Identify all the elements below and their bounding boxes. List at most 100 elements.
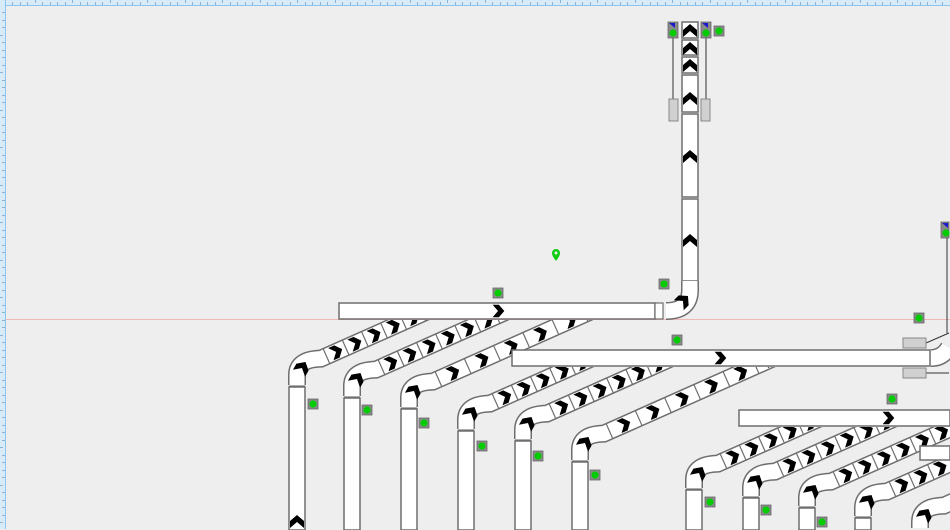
belt-divider	[755, 367, 760, 374]
belt-segment[interactable]	[457, 430, 475, 530]
belt-segment[interactable]	[514, 440, 532, 530]
status-indicator[interactable]	[713, 25, 725, 37]
status-indicator[interactable]	[760, 504, 772, 516]
ruler-tick	[0, 259, 3, 261]
arrow-chevron-shape	[714, 351, 727, 365]
belt-segment[interactable]	[571, 461, 589, 530]
arrow-chevron-icon	[621, 286, 638, 303]
ruler-tick	[747, 0, 748, 3]
status-indicator[interactable]	[307, 398, 319, 410]
ruler-tick	[2, 229, 5, 231]
branch-conveyor[interactable]	[854, 415, 950, 530]
status-indicator[interactable]	[816, 516, 828, 528]
merge-conveyor-b[interactable]	[511, 349, 931, 367]
branch-belt	[288, 320, 430, 385]
ruler-tick	[2, 282, 5, 283]
infeed-conveyor[interactable]	[654, 21, 699, 320]
belt-segment[interactable]	[288, 386, 306, 530]
status-indicator[interactable]	[667, 21, 679, 39]
branch-conveyor[interactable]	[911, 415, 950, 528]
map-pin-icon[interactable]	[552, 249, 560, 261]
arrow-chevron-shape	[894, 478, 909, 494]
ruler-tick	[357, 2, 358, 5]
arrow-chevron-icon	[611, 374, 626, 390]
belt-segment[interactable]	[854, 517, 872, 530]
status-indicator[interactable]	[940, 221, 950, 239]
branch-conveyor[interactable]	[742, 405, 914, 530]
merge-conveyor-a[interactable]	[338, 302, 656, 320]
ruler-tick	[814, 2, 816, 5]
status-indicator[interactable]	[886, 393, 898, 405]
belt-segment[interactable]	[798, 507, 816, 530]
ruler-tick	[2, 207, 5, 208]
branch-conveyor[interactable]	[685, 405, 838, 530]
arrow-chevron-shape	[440, 330, 455, 346]
status-indicator[interactable]	[532, 450, 544, 462]
merge-conveyor-c[interactable]	[738, 409, 950, 427]
belt-divider	[454, 325, 463, 341]
ruler-tick	[897, 0, 898, 3]
belt-segment[interactable]	[343, 397, 361, 530]
belt-divider	[491, 393, 500, 409]
arrow-chevron-icon	[683, 150, 697, 163]
ruler-tick	[27, 2, 28, 5]
ruler-tick	[2, 42, 5, 43]
ruler-tick	[72, 0, 73, 3]
status-indicator[interactable]	[913, 312, 925, 324]
belt-segment[interactable]	[685, 489, 703, 530]
ruler-tick	[424, 2, 426, 5]
arrow-chevron-icon	[461, 406, 478, 422]
belt-segment[interactable]	[400, 408, 418, 530]
arrow-chevron-icon	[714, 351, 727, 365]
ruler-tick	[2, 402, 5, 403]
sensor-cable	[925, 332, 950, 344]
belt-body[interactable]	[738, 409, 950, 427]
status-indicator[interactable]	[589, 469, 601, 481]
branch-conveyor[interactable]	[457, 345, 610, 530]
belt-segment[interactable]	[742, 497, 760, 530]
branch-belt	[854, 453, 950, 516]
status-indicator[interactable]	[700, 21, 712, 39]
arrow-chevron-icon	[725, 450, 740, 466]
arrow-chevron-icon	[421, 339, 436, 355]
arrow-chevron-shape	[683, 24, 697, 37]
status-light-icon	[715, 27, 723, 35]
branch-conveyor[interactable]	[288, 300, 441, 530]
arrow-chevron-shape	[554, 400, 569, 416]
ruler-tick	[544, 2, 546, 5]
arrow-chevron-shape	[385, 320, 400, 335]
transfer-belt[interactable]	[930, 343, 950, 366]
arrow-chevron-icon	[492, 304, 505, 318]
branch-conveyor[interactable]	[571, 338, 808, 530]
branch-conveyor[interactable]	[400, 286, 638, 530]
ruler-tick	[552, 2, 553, 5]
arrow-chevron-icon	[733, 367, 748, 381]
status-indicator[interactable]	[671, 334, 683, 346]
status-indicator[interactable]	[361, 404, 373, 416]
ruler-tick	[214, 2, 216, 5]
belt-divider	[474, 320, 482, 332]
status-light-icon	[706, 498, 714, 506]
arrow-chevron-shape	[479, 320, 494, 329]
arrow-chevron-shape	[573, 391, 588, 407]
branch-conveyor[interactable]	[343, 303, 515, 530]
status-indicator[interactable]	[658, 278, 670, 290]
belt-divider	[463, 358, 472, 374]
status-light-icon	[942, 229, 950, 237]
ruler-tick	[724, 2, 726, 5]
belt-body[interactable]	[919, 445, 950, 461]
merge-conveyor-d[interactable]	[919, 445, 950, 461]
status-indicator[interactable]	[492, 287, 504, 299]
arrow-chevron-icon	[404, 384, 421, 400]
pin-body	[552, 249, 560, 261]
ruler-tick	[229, 2, 231, 5]
status-indicator[interactable]	[704, 496, 716, 508]
branch-conveyor[interactable]	[798, 415, 950, 530]
ruler-tick	[559, 0, 561, 3]
status-indicator[interactable]	[418, 417, 430, 429]
ruler-tick	[2, 124, 5, 126]
status-indicator[interactable]	[476, 440, 488, 452]
arrow-chevron-shape	[404, 384, 421, 400]
branch-conveyor[interactable]	[514, 347, 686, 530]
